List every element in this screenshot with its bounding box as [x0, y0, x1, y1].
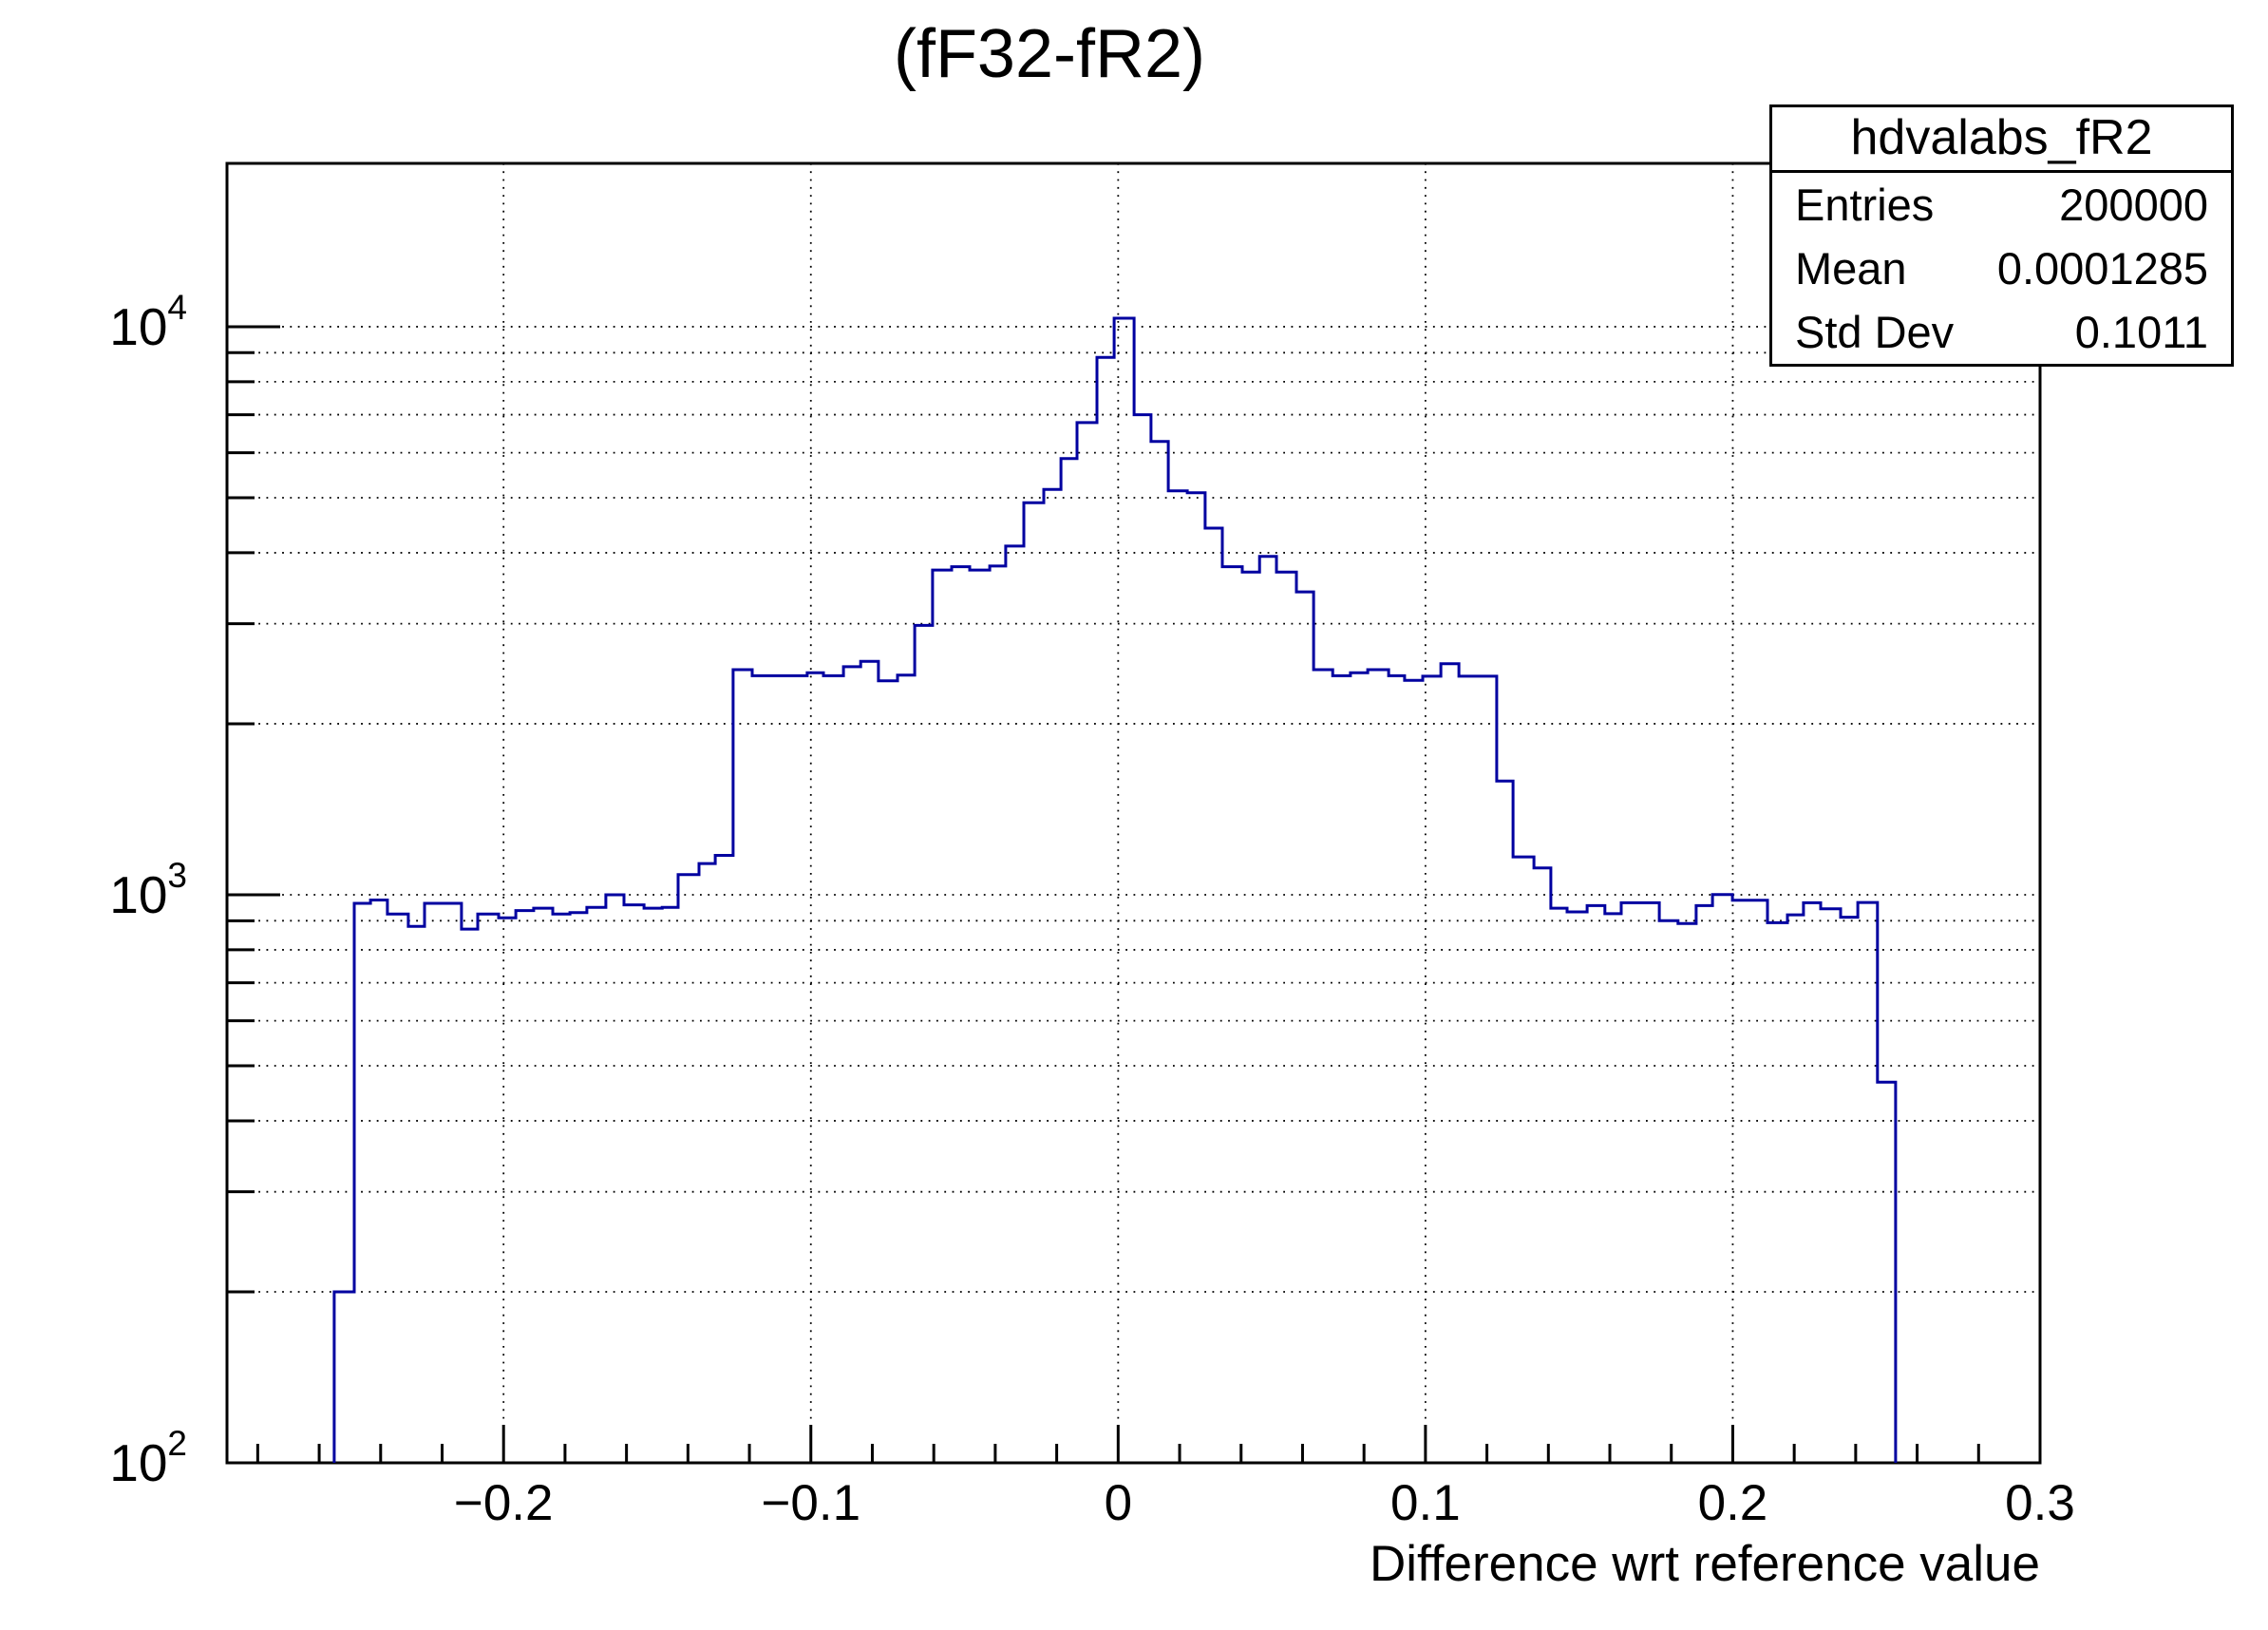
- x-tick-label: 0: [1105, 1475, 1132, 1531]
- y-tick-label: 102: [109, 1424, 187, 1492]
- x-axis-title: Difference wrt reference value: [1369, 1536, 2040, 1592]
- y-tick-label: 103: [109, 856, 187, 924]
- stats-label: Std Dev: [1795, 307, 1955, 357]
- x-tick-label: 0.3: [2005, 1475, 2075, 1531]
- stats-row-stddev: Std Dev 0.1011: [1772, 300, 2231, 364]
- plot-title: (fF32-fR2): [893, 16, 1206, 92]
- stats-row-entries: Entries 200000: [1772, 173, 2231, 237]
- stats-label: Entries: [1795, 180, 1935, 230]
- x-tick-label: 0.2: [1698, 1475, 1768, 1531]
- stats-row-mean: Mean 0.0001285: [1772, 237, 2231, 300]
- plot-frame: [225, 161, 2042, 1465]
- x-tick-label: −0.1: [761, 1475, 860, 1531]
- stats-box-title: hdvalabs_fR2: [1772, 107, 2231, 173]
- x-tick-label: −0.2: [454, 1475, 554, 1531]
- y-tick-label: 104: [109, 288, 187, 356]
- x-tick-label: 0.1: [1390, 1475, 1461, 1531]
- stats-box: hdvalabs_fR2 Entries 200000 Mean 0.00012…: [1769, 104, 2234, 367]
- stats-label: Mean: [1795, 243, 1907, 294]
- stats-value: 200000: [2059, 180, 2208, 230]
- stats-value: 0.0001285: [1996, 243, 2208, 294]
- histogram-line: [332, 316, 1898, 1463]
- stats-value: 0.1011: [2074, 307, 2208, 357]
